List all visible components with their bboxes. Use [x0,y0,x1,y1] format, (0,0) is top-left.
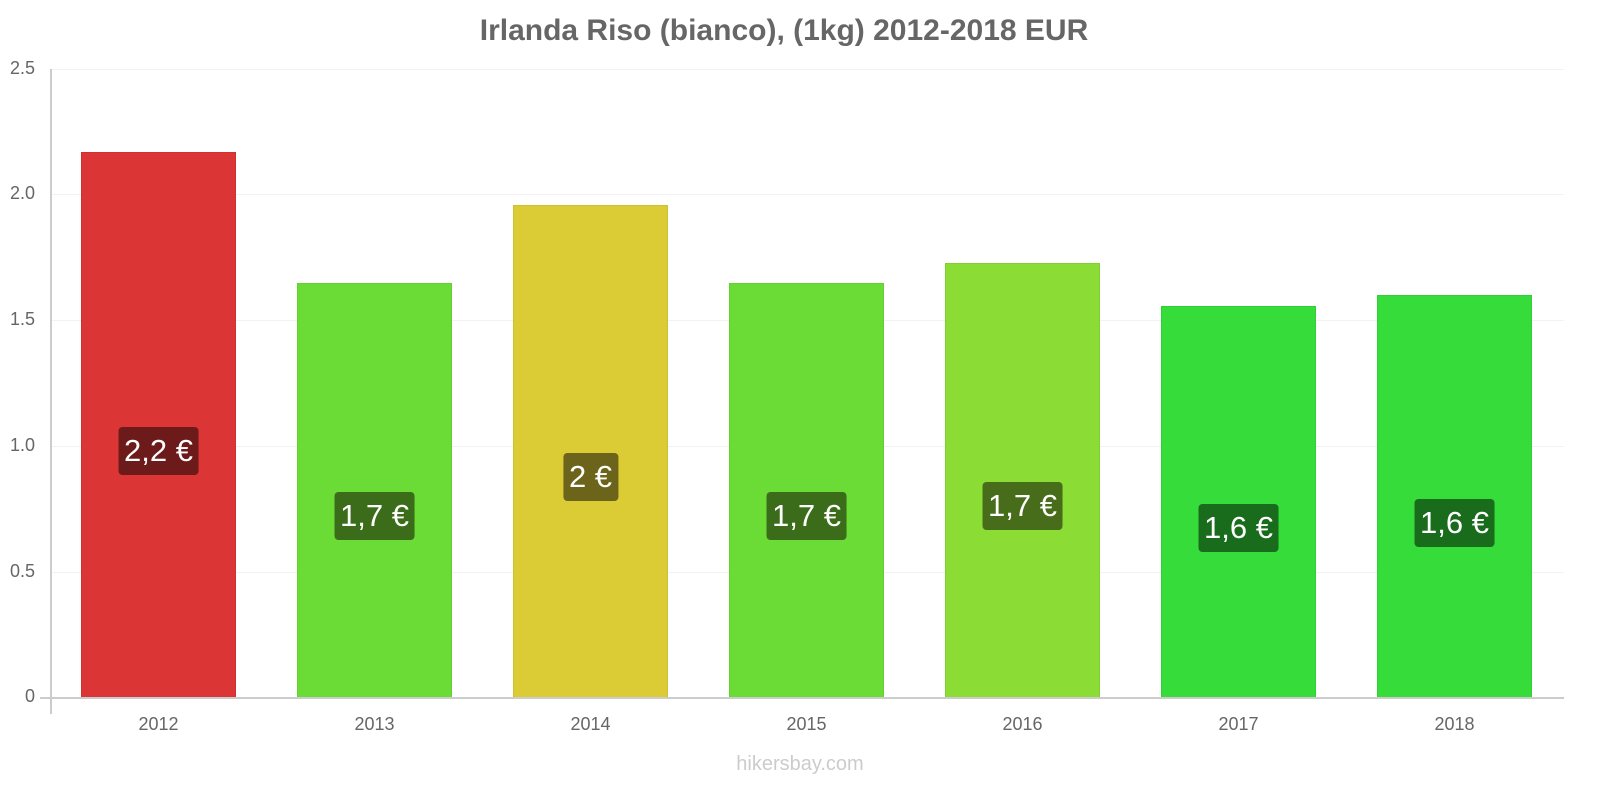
watermark: hikersbay.com [736,753,864,775]
data-label: 1,6 € [1414,498,1495,547]
bar-2017[interactable] [1161,305,1316,698]
bar-2015[interactable] [729,282,884,698]
y-tick-label: 1.5 [9,309,35,329]
y-tick-label: 2.0 [9,183,35,203]
data-label: 1,6 € [1198,503,1279,552]
bar-2012[interactable] [81,152,236,698]
x-tick-label: 2014 [570,714,611,734]
bar-2013[interactable] [297,282,452,698]
x-tick-label: 2015 [786,714,827,734]
x-axis-line [40,697,1564,699]
x-tick-label: 2012 [138,714,179,734]
x-tick-label: 2018 [1434,714,1475,734]
y-tick-label: 2.5 [9,58,35,78]
chart-title: Irlanda Riso (bianco), (1kg) 2012-2018 E… [479,14,1089,47]
bar-2016[interactable] [945,262,1100,698]
y-tick-label: 0 [24,686,35,706]
gridline [52,194,1564,195]
gridline [52,69,1564,70]
bar-2014[interactable] [513,204,668,698]
y-axis-line [50,69,52,714]
x-tick-label: 2017 [1218,714,1259,734]
data-label: 2,2 € [118,427,199,475]
data-label: 1,7 € [982,482,1063,531]
bar-2018[interactable] [1377,295,1532,698]
data-label: 1,7 € [334,492,415,541]
y-tick-label: 1.0 [9,435,35,455]
data-label: 1,7 € [766,492,847,541]
x-tick-label: 2013 [354,714,395,734]
x-tick-label: 2016 [1002,714,1043,734]
y-tick-label: 0.5 [9,561,35,581]
data-label: 2 € [562,453,619,502]
